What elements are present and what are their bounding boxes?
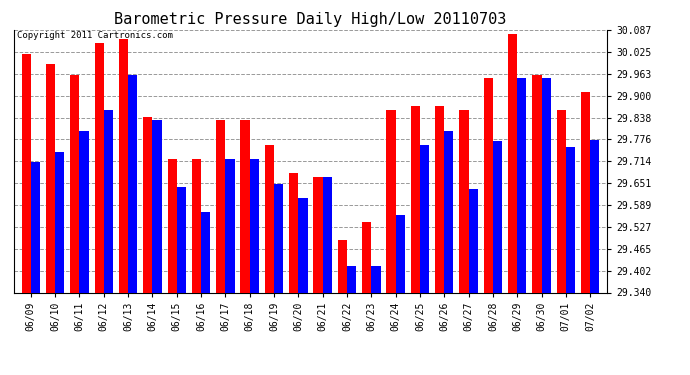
Bar [557, 110, 566, 292]
Bar [289, 173, 298, 292]
Bar [240, 120, 250, 292]
Bar [469, 189, 477, 292]
Bar [226, 159, 235, 292]
Bar [144, 117, 152, 292]
Bar [298, 198, 308, 292]
Bar [168, 159, 177, 292]
Bar [250, 159, 259, 292]
Bar [265, 145, 274, 292]
Bar [95, 43, 103, 292]
Bar [313, 177, 323, 292]
Bar [542, 78, 551, 292]
Bar [508, 34, 518, 292]
Text: Copyright 2011 Cartronics.com: Copyright 2011 Cartronics.com [17, 32, 172, 40]
Bar [104, 110, 113, 292]
Bar [177, 187, 186, 292]
Bar [216, 120, 226, 292]
Bar [411, 106, 420, 292]
Bar [152, 120, 161, 292]
Bar [323, 177, 332, 292]
Bar [46, 64, 55, 292]
Bar [347, 266, 356, 292]
Bar [192, 159, 201, 292]
Bar [201, 211, 210, 292]
Bar [21, 54, 31, 292]
Bar [386, 110, 395, 292]
Bar [566, 147, 575, 292]
Bar [55, 152, 64, 292]
Bar [493, 141, 502, 292]
Bar [484, 78, 493, 292]
Bar [337, 240, 347, 292]
Title: Barometric Pressure Daily High/Low 20110703: Barometric Pressure Daily High/Low 20110… [115, 12, 506, 27]
Bar [435, 106, 444, 292]
Bar [274, 184, 284, 292]
Bar [362, 222, 371, 292]
Bar [420, 145, 429, 292]
Bar [70, 75, 79, 292]
Bar [444, 131, 453, 292]
Bar [119, 39, 128, 292]
Bar [395, 215, 405, 292]
Bar [79, 131, 89, 292]
Bar [532, 75, 542, 292]
Bar [460, 110, 469, 292]
Bar [518, 78, 526, 292]
Bar [128, 75, 137, 292]
Bar [581, 92, 590, 292]
Bar [590, 140, 600, 292]
Bar [371, 266, 381, 292]
Bar [31, 162, 40, 292]
